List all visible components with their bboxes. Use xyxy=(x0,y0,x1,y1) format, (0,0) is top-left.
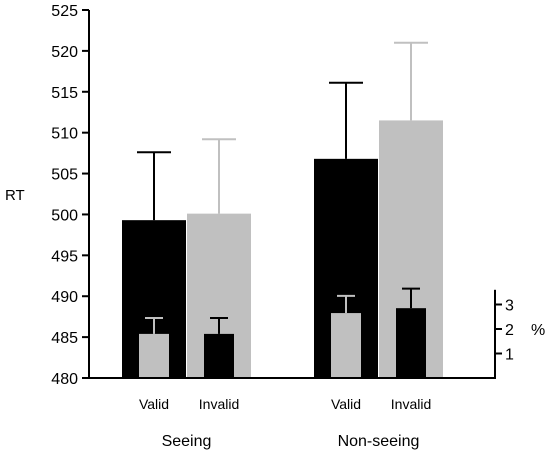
y-axis-label: RT xyxy=(5,187,25,204)
secondary-bars xyxy=(139,308,426,378)
y-tick-label-485: 485 xyxy=(51,330,78,347)
y-tick-label-480: 480 xyxy=(51,371,78,388)
main-bars xyxy=(122,120,443,379)
pct-bar-non-seeing-valid xyxy=(331,313,361,378)
pct-bar-non-seeing-invalid xyxy=(396,308,426,378)
pct-tick-label-2: 2 xyxy=(505,322,514,339)
category-label-seeing-invalid: Invalid xyxy=(199,396,239,412)
secondary-error-bars xyxy=(145,287,420,334)
category-label-non-seeing-valid: Valid xyxy=(331,396,361,412)
y-tick-label-525: 525 xyxy=(51,3,78,20)
y-tick-label-520: 520 xyxy=(51,44,78,61)
pct-tick-label-1: 1 xyxy=(505,347,514,364)
labels: 480 485 490 495 500 505 510 515 520 525 1 2 3% RT Vali… xyxy=(5,3,545,450)
category-label-non-seeing-invalid: Invalid xyxy=(391,396,431,412)
y-tick-label-505: 505 xyxy=(51,167,78,184)
category-label-seeing-valid: Valid xyxy=(139,396,169,412)
pct-bar-seeing-valid xyxy=(139,333,169,378)
pct-tick-label-3: 3 xyxy=(505,298,514,315)
y-tick-label-510: 510 xyxy=(51,126,78,143)
pct-axis-label: % xyxy=(531,322,545,339)
y-tick-label-500: 500 xyxy=(51,207,78,224)
y-tick-label-515: 515 xyxy=(51,85,78,102)
axes xyxy=(82,9,502,379)
group-label-non-seeing: Non-seeing xyxy=(338,433,420,450)
main-error-bars xyxy=(137,41,428,221)
y-tick-label-495: 495 xyxy=(51,248,78,265)
y-tick-label-490: 490 xyxy=(51,289,78,306)
pct-bar-seeing-invalid xyxy=(204,333,234,378)
group-label-seeing: Seeing xyxy=(162,433,212,450)
